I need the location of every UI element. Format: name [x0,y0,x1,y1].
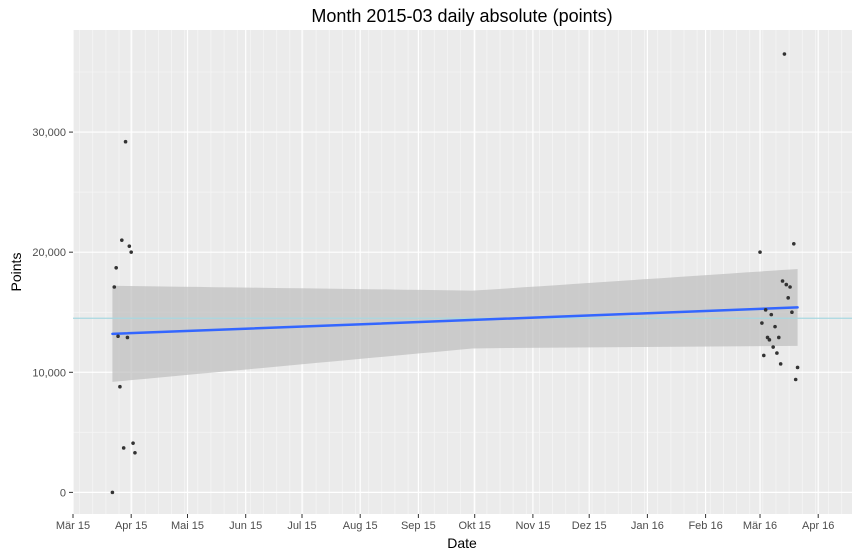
data-points [110,52,800,495]
data-point [790,310,794,315]
data-point [793,377,798,382]
data-point [118,384,122,389]
x-tick-label: Feb 16 [688,520,722,532]
data-point [131,441,135,445]
x-tick-label: Jul 15 [287,520,316,532]
data-point [767,338,772,342]
x-tick-label: Sep 15 [401,520,436,532]
plot-panel [73,30,852,514]
confidence-ribbon [112,269,798,382]
data-point [761,353,766,358]
data-point [778,362,783,366]
x-tick-label: Nov 15 [515,520,550,532]
y-tick-label: 20,000 [32,247,66,259]
chart-title: Month 2015-03 daily absolute (points) [311,6,612,26]
data-point [121,446,126,450]
x-tick-label: Okt 15 [458,520,490,532]
y-axis-ticks: 0 10,000 20,000 30,000 [32,127,73,499]
data-point [758,250,762,254]
major-grid [72,30,852,514]
data-point [792,241,796,246]
data-point [795,365,800,370]
x-tick-label: Dez 15 [572,520,607,532]
data-point [116,334,120,339]
data-point [129,250,133,254]
trend-line [111,306,799,336]
x-axis-ticks: Mär 15 Apr 15 Mai 15 Jun 15 Jul 15 Aug 15 Sep … [56,514,834,532]
x-tick-label: Jun 15 [229,520,262,532]
x-tick-label: Apr 15 [115,520,147,532]
y-tick-label: 10,000 [32,367,66,379]
data-point [760,321,764,325]
data-point [786,296,790,300]
y-axis-title: Points [8,253,24,292]
y-tick-label: 30,000 [32,127,66,139]
data-point [123,139,128,144]
y-tick-label: 0 [60,487,66,499]
x-axis-title: Date [447,535,477,551]
data-point [133,450,137,455]
x-tick-label: Jan 16 [631,520,664,532]
data-point [112,285,117,289]
data-point [769,312,774,317]
x-tick-label: Mär 16 [743,520,777,532]
x-tick-label: Mär 15 [56,520,90,532]
data-point [773,324,777,329]
data-point [110,490,115,495]
data-point [780,279,785,283]
x-tick-label: Apr 16 [802,520,834,532]
data-point [776,335,781,340]
data-point [788,285,792,289]
data-point [782,52,787,56]
data-point [763,308,768,312]
x-tick-label: Mai 15 [171,520,204,532]
data-point [775,351,779,355]
data-point [784,282,789,287]
data-point [114,265,118,270]
data-point [771,345,775,349]
x-tick-label: Aug 15 [343,520,378,532]
data-point [125,335,130,340]
data-point [127,244,132,248]
data-point [120,238,124,242]
